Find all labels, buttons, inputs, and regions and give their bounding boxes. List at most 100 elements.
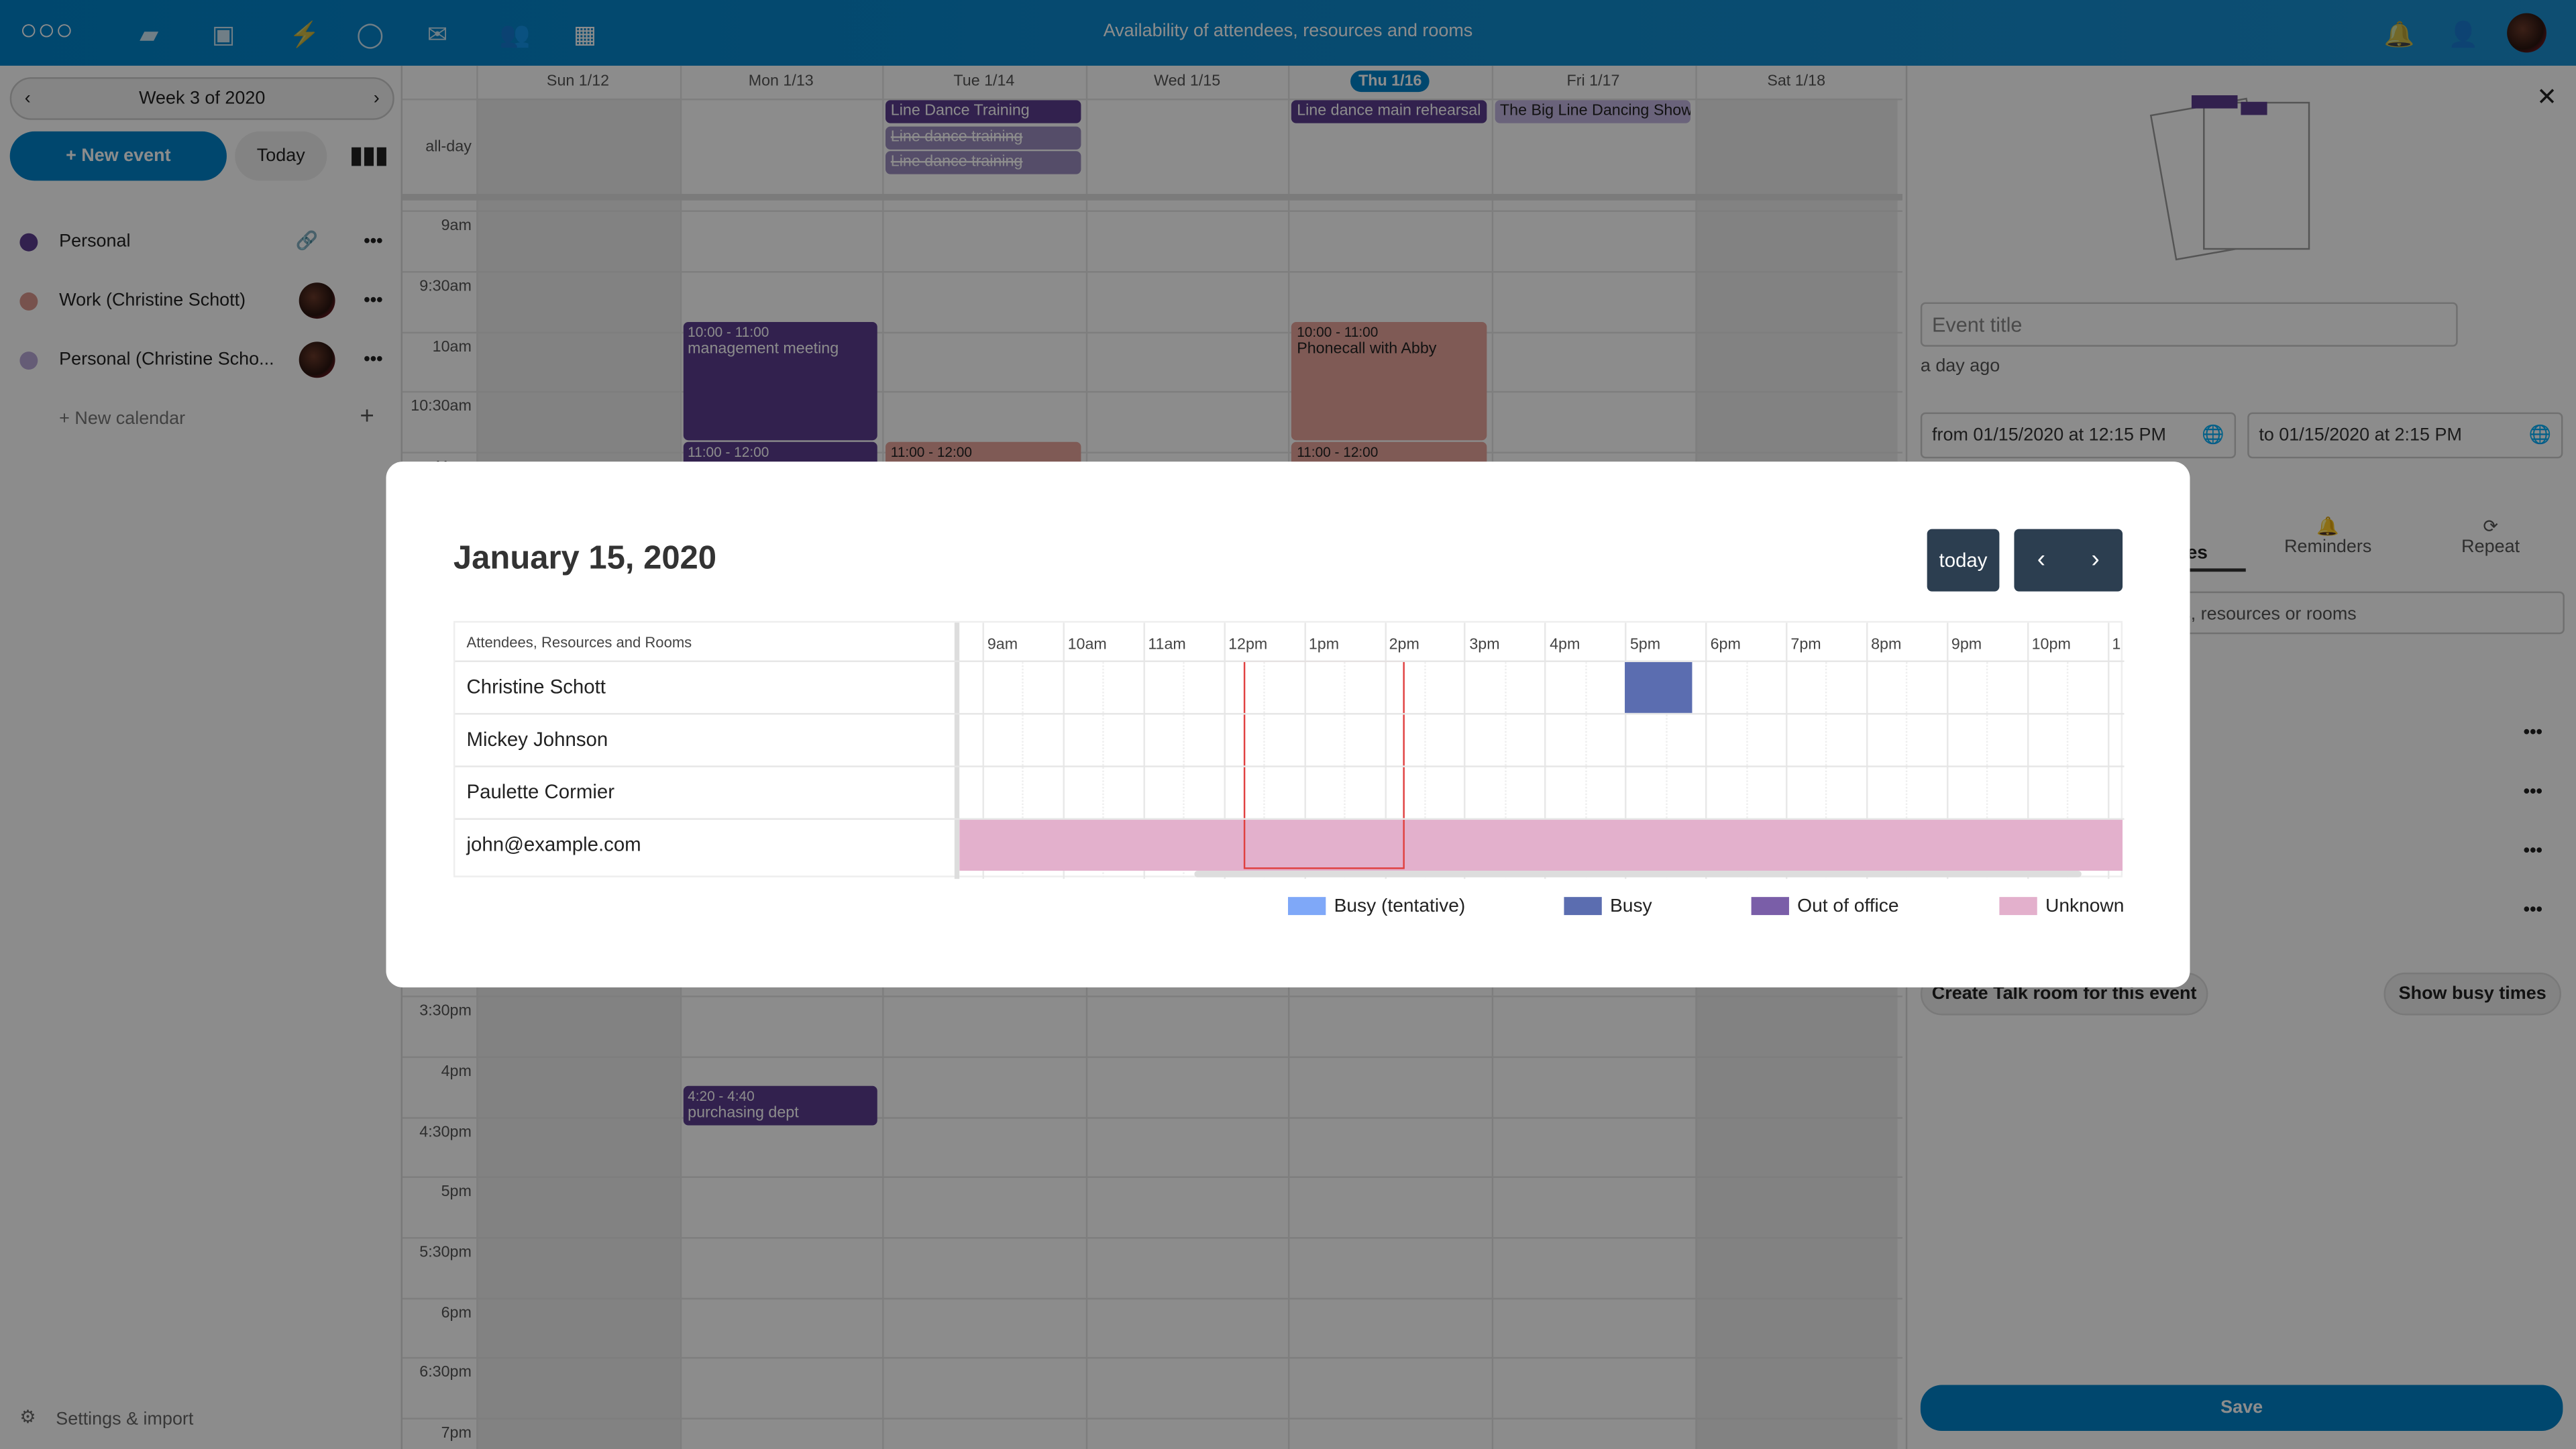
settings-import-link[interactable]: Settings & import — [56, 1409, 194, 1430]
legend-item: Out of office — [1751, 896, 1899, 918]
legend-swatch — [1288, 898, 1326, 916]
nextcloud-logo-icon[interactable]: ○○○ — [19, 13, 74, 46]
date-nav-group: ‹ › — [2014, 529, 2123, 592]
end-datetime-value: to 01/15/2020 at 2:15 PM — [2259, 425, 2462, 445]
end-datetime-input[interactable]: to 01/15/2020 at 2:15 PM 🌐 — [2247, 412, 2563, 459]
day-label: Thu 1/16 — [1350, 70, 1430, 93]
hour-line — [1705, 623, 1707, 879]
attendee-more-icon[interactable]: ••• — [2523, 900, 2542, 920]
new-calendar-button[interactable]: + New calendar — [59, 409, 186, 429]
more-icon[interactable]: ••• — [364, 231, 383, 252]
notifications-icon[interactable]: 🔔 — [2383, 21, 2415, 50]
week-navigator: ‹ Week 3 of 2020 › — [9, 77, 394, 120]
day-header[interactable]: Thu 1/16 — [1289, 66, 1492, 99]
photos-icon[interactable]: ▣ — [211, 21, 235, 50]
talk-icon[interactable]: ◯ — [356, 21, 384, 50]
start-datetime-value: from 01/15/2020 at 12:15 PM — [1932, 425, 2166, 445]
event-title: purchasing dept — [688, 1104, 799, 1122]
grid-line — [402, 1176, 1902, 1178]
allday-separator — [402, 193, 1902, 201]
timezone-globe-icon[interactable]: 🌐 — [2528, 425, 2552, 445]
event-title-input[interactable]: Event title — [1920, 302, 2458, 347]
event-time: 4:20 - 4:40 — [688, 1087, 755, 1104]
legend-label: Busy (tentative) — [1334, 897, 1466, 917]
contacts-icon[interactable]: 👥 — [499, 21, 531, 50]
contacts-menu-icon[interactable]: 👤 — [2447, 21, 2479, 50]
tab-reminders[interactable]: 🔔 Reminders — [2282, 516, 2374, 557]
allday-event[interactable]: Line dance main rehearsal — [1291, 100, 1487, 123]
day-header[interactable]: Tue 1/14 — [883, 66, 1086, 99]
hour-label: 9am — [987, 635, 1018, 654]
day-header[interactable]: Wed 1/15 — [1085, 66, 1289, 99]
mail-icon[interactable]: ✉ — [427, 21, 448, 50]
day-header[interactable]: Mon 1/13 — [680, 66, 883, 99]
hour-label: 10pm — [2031, 635, 2071, 654]
freebusy-grid: Attendees, Resources and Rooms 9am 10am 11… — [453, 621, 2125, 879]
hour-line — [1103, 660, 1105, 879]
hour-label: 12pm — [1228, 635, 1268, 654]
hour-line — [1746, 660, 1748, 879]
resize-divider[interactable] — [954, 623, 960, 879]
today-button[interactable]: Today — [235, 131, 327, 181]
attendee-search-input[interactable]: s, resources or rooms — [2170, 591, 2565, 635]
prev-day-icon[interactable]: ‹ — [2037, 545, 2045, 574]
horizontal-scrollbar[interactable] — [1194, 870, 2082, 877]
attendee-more-icon[interactable]: ••• — [2523, 841, 2542, 861]
grid-line — [402, 1056, 1902, 1059]
activity-icon[interactable]: ⚡ — [289, 21, 320, 50]
hour-line — [1223, 623, 1226, 879]
event[interactable]: 10:00 - 11:00 Phonecall with Abby — [1291, 322, 1487, 441]
day-header[interactable]: Fri 1/17 — [1492, 66, 1695, 99]
event-title: Phonecall with Abby — [1297, 339, 1437, 358]
save-button[interactable]: Save — [1920, 1385, 2563, 1432]
settings-icon[interactable]: ⚙ — [19, 1407, 36, 1428]
attendee-more-icon[interactable]: ••• — [2523, 782, 2542, 802]
calendar-icon[interactable]: ▦ — [573, 21, 597, 50]
attendee-name: Mickey Johnson — [466, 727, 608, 751]
timeline: 9am 10am 11am 12pm 1pm 2pm 3pm 4pm 5pm 6pm 7pm 8pm 9… — [959, 623, 2123, 879]
prev-week-icon[interactable]: ‹ — [24, 89, 31, 109]
time-label: 10:30am — [411, 397, 472, 416]
today-button[interactable]: today — [1927, 529, 2000, 592]
tab-attendees[interactable]: es — [2186, 544, 2246, 572]
hour-label: 7pm — [1790, 635, 1821, 654]
user-avatar[interactable] — [2507, 13, 2546, 53]
allday-event[interactable]: Line dance training — [885, 125, 1081, 149]
event-time: 11:00 - 12:00 — [688, 443, 769, 460]
legend-label: Out of office — [1797, 897, 1899, 917]
view-toggle-icon[interactable]: ▮▮▮ — [350, 141, 388, 168]
show-busy-times-button[interactable]: Show busy times — [2383, 972, 2561, 1016]
calendar-item-personal-shared[interactable]: Personal (Christine Scho... ••• — [19, 341, 389, 378]
allday-event[interactable]: Line Dance Training — [885, 100, 1081, 123]
allday-event[interactable]: Line dance training — [885, 151, 1081, 174]
day-header[interactable]: Sun 1/12 — [476, 66, 680, 99]
legend-label: Busy — [1610, 897, 1652, 917]
files-icon[interactable]: ▰ — [140, 21, 159, 50]
next-week-icon[interactable]: › — [373, 89, 380, 109]
event-time: 11:00 - 12:00 — [1297, 443, 1379, 460]
add-icon[interactable]: + — [360, 402, 374, 431]
grid-line — [402, 1356, 1902, 1359]
new-event-button[interactable]: + New event — [9, 131, 227, 181]
tab-repeat[interactable]: ⟳ Repeat — [2449, 516, 2531, 557]
event[interactable]: 4:20 - 4:40 purchasing dept — [682, 1085, 878, 1126]
timezone-globe-icon[interactable]: 🌐 — [2202, 425, 2224, 445]
hour-line — [982, 623, 984, 879]
attendee-row: Christine Schott — [455, 660, 2125, 712]
more-icon[interactable]: ••• — [364, 290, 383, 311]
next-day-icon[interactable]: › — [2091, 545, 2100, 574]
day-header[interactable]: Sat 1/18 — [1695, 66, 1898, 99]
calendar-item-work[interactable]: Work (Christine Schott) ••• — [19, 282, 389, 319]
hour-line — [1625, 623, 1627, 879]
more-icon[interactable]: ••• — [364, 350, 383, 370]
close-icon[interactable]: ✕ — [2536, 83, 2558, 112]
share-link-icon[interactable]: 🔗 — [295, 231, 319, 252]
grid-line — [402, 451, 1902, 453]
calendar-item-personal[interactable]: Personal 🔗 ••• — [19, 225, 389, 258]
start-datetime-input[interactable]: from 01/15/2020 at 12:15 PM 🌐 — [1920, 412, 2237, 459]
event[interactable]: 10:00 - 11:00 management meeting — [682, 322, 878, 441]
hour-line — [1464, 623, 1466, 879]
attendee-more-icon[interactable]: ••• — [2523, 722, 2542, 743]
event-time: 10:00 - 11:00 — [688, 323, 769, 340]
allday-event[interactable]: The Big Line Dancing Show — [1495, 100, 1690, 123]
